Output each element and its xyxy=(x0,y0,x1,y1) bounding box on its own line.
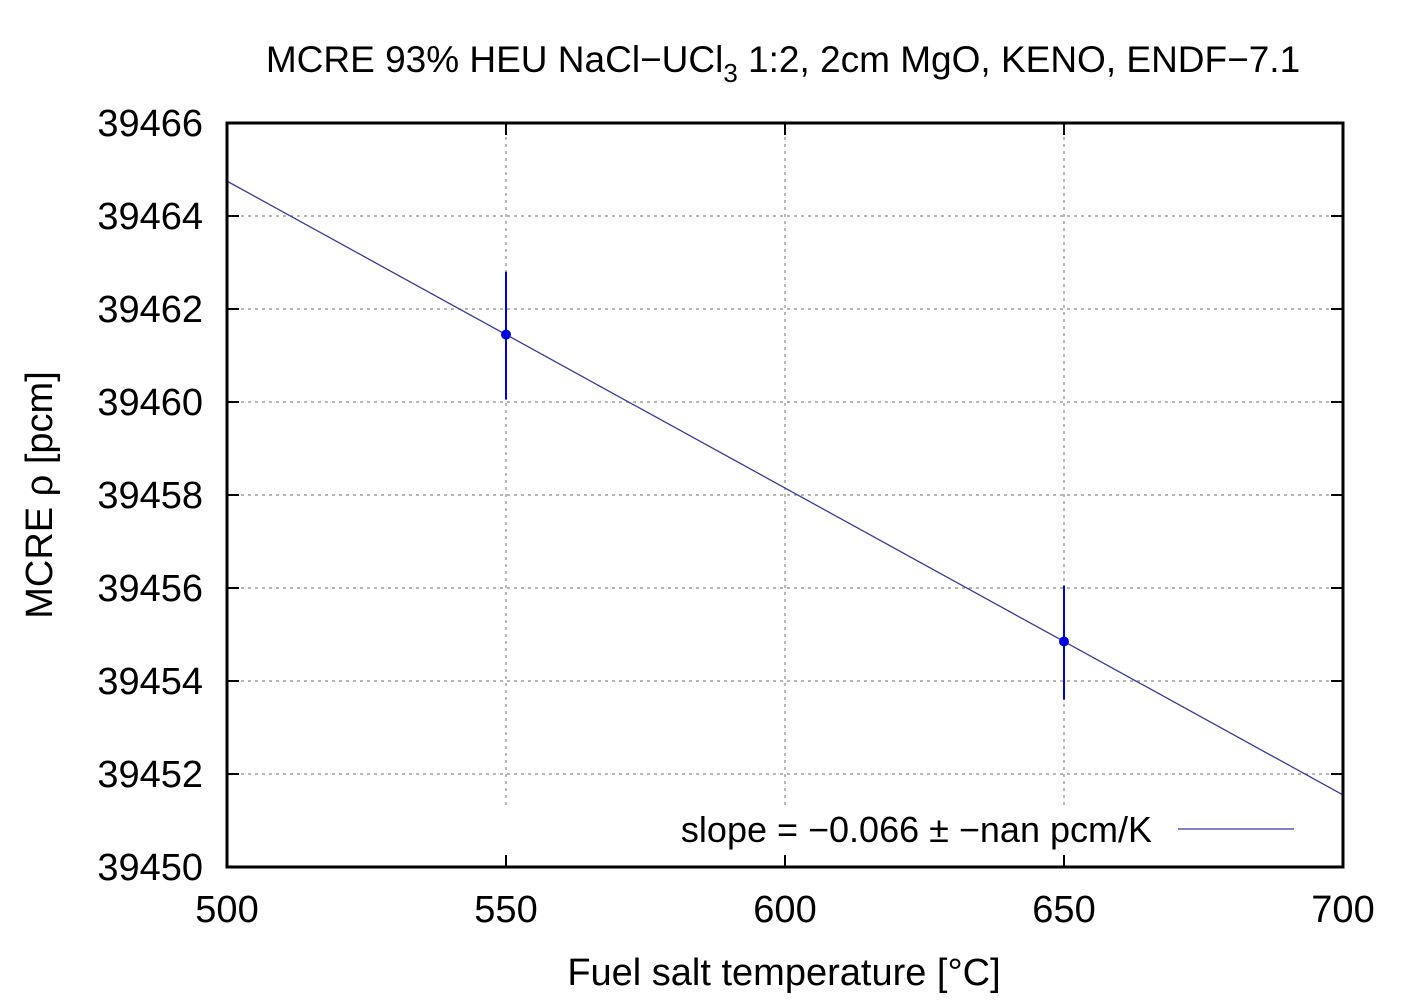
x-tick-label: 500 xyxy=(195,889,258,931)
y-tick-label: 39450 xyxy=(97,847,203,889)
fit-line-layer xyxy=(226,180,1344,796)
y-tick-label: 39462 xyxy=(97,289,203,331)
fit-line xyxy=(226,180,1344,796)
x-tick-label: 550 xyxy=(474,889,537,931)
y-tick-labels: 39450 39452 39454 39456 39458 39460 39462 39464… xyxy=(97,103,203,889)
y-tick-label: 39458 xyxy=(97,475,203,517)
chart-title: MCRE 93% HEU NaCl−UCl3 1:2, 2cm MgO, KEN… xyxy=(266,39,1300,88)
legend-label: slope = −0.066 ± −nan pcm/K xyxy=(681,809,1152,850)
y-tick-label: 39464 xyxy=(97,196,203,238)
y-tick-label: 39466 xyxy=(97,103,203,145)
y-tick-label: 39456 xyxy=(97,568,203,610)
y-tick-label: 39452 xyxy=(97,754,203,796)
y-tick-label: 39460 xyxy=(97,382,203,424)
data-point xyxy=(1059,636,1069,647)
y-tick-label: 39454 xyxy=(97,661,203,703)
data-points xyxy=(501,271,1069,700)
x-axis-title: Fuel salt temperature [°C] xyxy=(567,952,1000,994)
y-axis-title: MCRE ρ [pcm] xyxy=(19,371,61,619)
x-tick-label: 600 xyxy=(753,889,816,931)
x-tick-label: 700 xyxy=(1311,889,1374,931)
chart-title-rest: 1:2, 2cm MgO, KENO, ENDF−7.1 xyxy=(738,39,1300,80)
x-tick-label: 650 xyxy=(1032,889,1095,931)
tick-marks xyxy=(226,122,1344,868)
legend: slope = −0.066 ± −nan pcm/K xyxy=(681,809,1294,850)
chart-title-main: MCRE 93% HEU NaCl−UCl xyxy=(266,39,723,80)
chart-title-subscript: 3 xyxy=(723,58,737,88)
data-point xyxy=(501,329,511,340)
x-tick-labels: 500 550 600 650 700 xyxy=(195,889,1374,931)
grid xyxy=(227,123,1343,807)
